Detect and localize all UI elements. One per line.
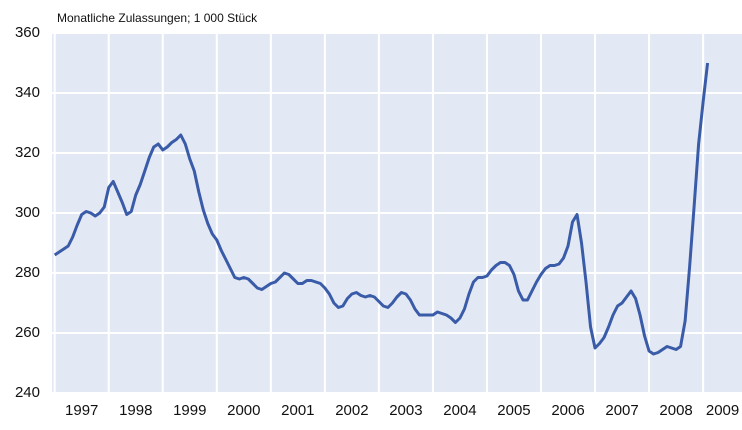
y-tick-label: 360	[15, 24, 40, 41]
x-tick-label: 2003	[389, 402, 422, 419]
y-tick-label: 320	[15, 144, 40, 161]
x-tick-label: 2005	[497, 402, 530, 419]
y-tick-label: 340	[15, 84, 40, 101]
y-tick-label: 260	[15, 324, 40, 341]
y-tick-label: 240	[15, 384, 40, 401]
x-tick-label: 2001	[281, 402, 314, 419]
x-tick-label: 2004	[443, 402, 476, 419]
x-tick-label: 2000	[227, 402, 260, 419]
x-tick-label: 1999	[173, 402, 206, 419]
x-tick-label: 2009	[706, 402, 739, 419]
y-tick-label: 280	[15, 264, 40, 281]
x-tick-label: 1998	[119, 402, 152, 419]
x-tick-label: 2002	[335, 402, 368, 419]
chart-title: Monatliche Zulassungen; 1 000 Stück	[57, 11, 258, 25]
x-tick-label: 2006	[551, 402, 584, 419]
line	[53, 62, 710, 356]
y-tick-label: 300	[15, 204, 40, 221]
x-tick-label: 2008	[659, 402, 692, 419]
x-tick-label: 2007	[605, 402, 638, 419]
x-tick-label: 1997	[65, 402, 98, 419]
